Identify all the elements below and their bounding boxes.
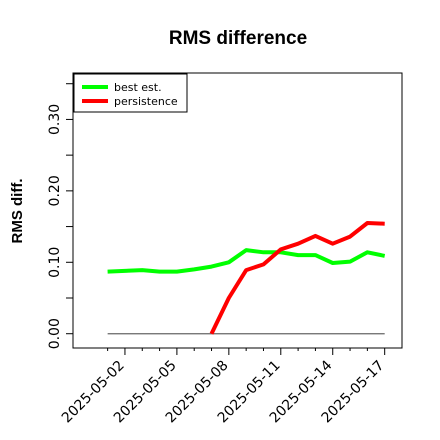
y-tick-label: 0.10 [47, 247, 63, 278]
series-layer [107, 221, 386, 335]
legend-label: persistence [114, 95, 178, 108]
chart-title: RMS difference [169, 28, 307, 49]
series-line-best-est- [107, 248, 386, 274]
legend-box [73, 73, 188, 113]
axes: 0.000.100.200.302025-05-022025-05-052025… [47, 83, 388, 426]
y-tick-label: 0.30 [47, 104, 63, 135]
legend: best est.persistence [73, 73, 188, 113]
y-axis-label: RMS diff. [9, 179, 26, 244]
y-tick-label: 0.00 [47, 318, 63, 349]
y-tick-label: 0.20 [47, 175, 63, 206]
legend-label: best est. [114, 81, 162, 94]
plot-frame [72, 72, 403, 349]
series-line-persistence [209, 221, 385, 335]
